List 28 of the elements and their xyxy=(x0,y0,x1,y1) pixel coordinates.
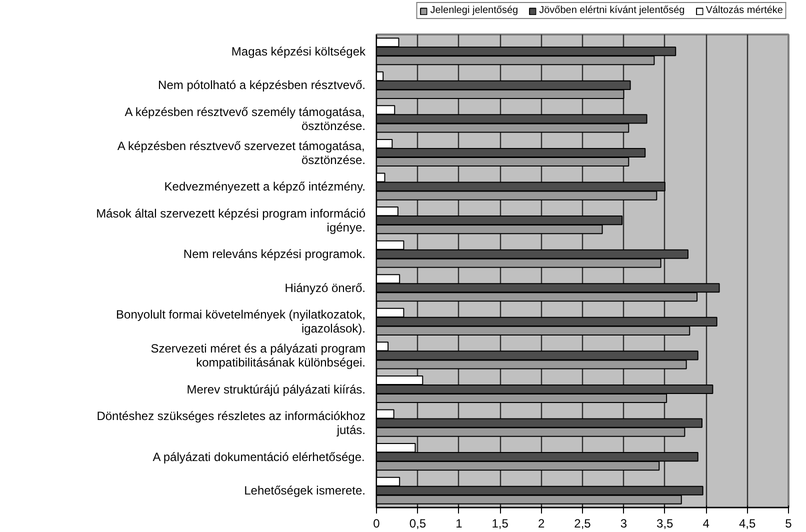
legend-label: Jelenlegi jelentőség xyxy=(430,5,518,16)
x-tick-label: 0,5 xyxy=(409,516,426,530)
x-tick-label: 1,5 xyxy=(492,516,509,530)
y-tick-label: Lehetőségek ismerete. xyxy=(244,484,366,498)
x-tick-label: 1 xyxy=(456,516,463,530)
x-tick-label: 4 xyxy=(702,516,710,530)
x-tick-label: 2 xyxy=(538,516,545,530)
y-tick-label: A képzésben résztvevő személy támogatása, ösztönzése. xyxy=(124,104,366,133)
y-tick-label: Merev struktúrájú pályázati kiírás. xyxy=(186,382,366,396)
y-tick-label: A pályázati dokumentáció elérhetősége. xyxy=(152,450,365,464)
y-tick-label: A képzésben résztvevő szervezet támogatása, ösztönzése. xyxy=(117,138,366,167)
y-tick-label: Bonyolult formai követelmények (nyilatkozatok, igazolások). xyxy=(116,308,366,336)
y-tick-label: Hiányzó önerő. xyxy=(284,280,366,295)
y-tick-label: Magas képzési költségek xyxy=(231,44,366,58)
y-tick-label: Nem pótolható a képzésben résztvevő. xyxy=(158,78,366,92)
x-tick-label: 4,5 xyxy=(738,516,756,530)
y-tick-label: Kedvezményezett a képző intézmény. xyxy=(164,180,366,194)
legend-label: Jövőben elértni kívánt jelentőség xyxy=(539,5,685,16)
y-tick-label: Nem releváns képzési programok. xyxy=(183,247,366,262)
x-tick-label: 3 xyxy=(620,516,628,530)
x-tick-label: 5 xyxy=(785,516,792,530)
y-tick-label: Döntéshez szükséges részletes az információkhoz jutás. xyxy=(96,409,366,438)
x-tick-label: 2,5 xyxy=(574,516,592,530)
x-tick-label: 3,5 xyxy=(656,516,674,530)
y-tick-label: Mások által szervezett képzési program információ igénye. xyxy=(96,206,366,234)
legend-label: Változás mértéke xyxy=(706,5,783,16)
y-tick-label: Szervezeti méret és a pályázati program kompatibilitásának különbségei. xyxy=(150,341,366,370)
x-tick-label: 0 xyxy=(373,516,380,530)
